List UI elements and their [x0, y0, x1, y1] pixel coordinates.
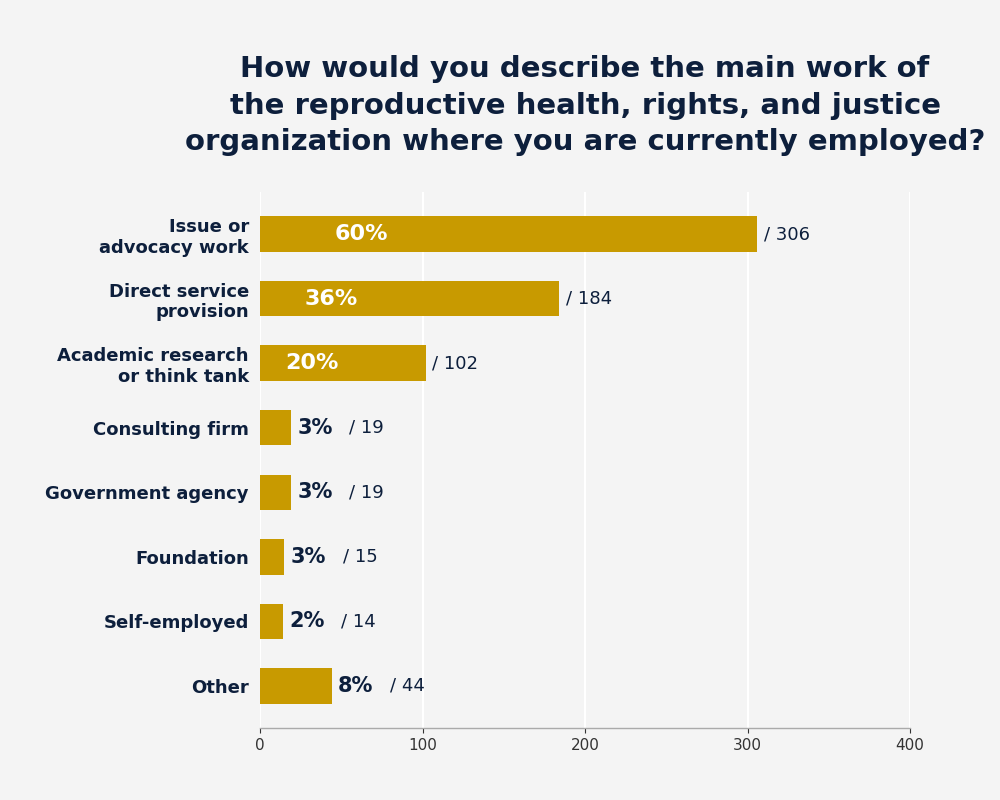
Text: 8%: 8% [338, 676, 373, 696]
Bar [260, 281, 559, 316]
Text: 60%: 60% [335, 224, 388, 244]
Text: / 306: / 306 [764, 225, 810, 243]
Text: / 19: / 19 [349, 483, 384, 502]
Text: / 102: / 102 [432, 354, 478, 372]
Bar [260, 668, 332, 704]
Bar [260, 410, 291, 446]
Bar [260, 474, 291, 510]
Text: / 14: / 14 [341, 612, 376, 630]
Text: 2%: 2% [289, 611, 325, 631]
Text: / 44: / 44 [390, 677, 425, 695]
Bar [260, 604, 283, 639]
Text: 3%: 3% [297, 482, 333, 502]
Bar [260, 216, 757, 252]
Text: / 19: / 19 [349, 418, 384, 437]
Title: How would you describe the main work of
the reproductive health, rights, and jus: How would you describe the main work of … [185, 54, 985, 156]
Bar [260, 346, 426, 381]
Bar [260, 539, 284, 574]
Text: / 15: / 15 [343, 548, 378, 566]
Text: 20%: 20% [285, 353, 338, 373]
Text: / 184: / 184 [566, 290, 612, 308]
Text: 3%: 3% [291, 547, 326, 567]
Text: 3%: 3% [297, 418, 333, 438]
Text: 36%: 36% [305, 289, 358, 309]
